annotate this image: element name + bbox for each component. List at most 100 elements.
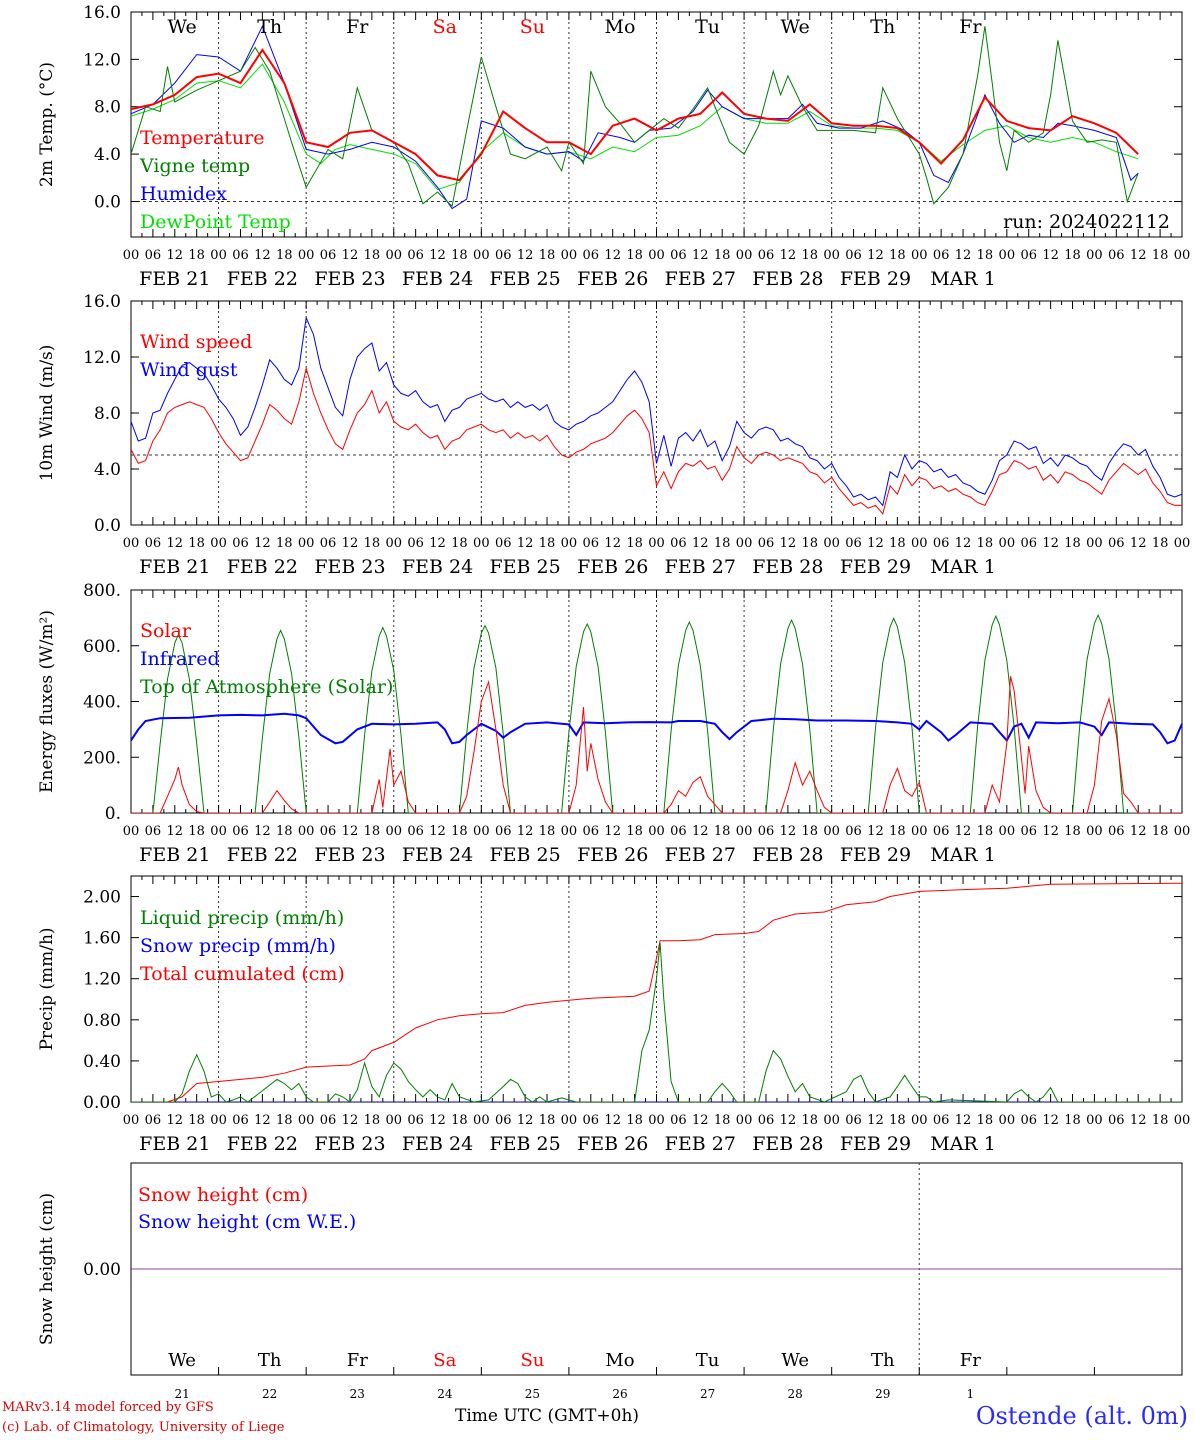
weekday-label: Fr	[346, 16, 369, 38]
y-tick-label: 8.0	[94, 404, 121, 424]
y-tick-label: 800.	[83, 581, 121, 601]
hour-label: 00	[823, 536, 840, 551]
legend-entry: Snow height (cm W.E.)	[138, 1211, 356, 1233]
y-tick-label: 600.	[83, 637, 121, 657]
weekday-label: Mo	[605, 16, 636, 38]
hour-label: 18	[714, 248, 731, 263]
date-label: FEB 27	[665, 268, 736, 290]
legend-entry: Snow height (cm)	[138, 1184, 308, 1206]
hour-label: 12	[604, 824, 621, 839]
hour-label: 06	[670, 824, 687, 839]
hour-label: 12	[1130, 824, 1147, 839]
hour-label: 12	[604, 536, 621, 551]
weekday-label: Su	[520, 16, 545, 38]
date-label: FEB 25	[490, 556, 561, 578]
y-tick-label: 0.0	[94, 192, 121, 212]
date-label: FEB 21	[139, 844, 210, 866]
weekday-label: Su	[520, 1350, 544, 1371]
hour-label: 00	[999, 536, 1016, 551]
y-tick-label: 12.0	[83, 50, 121, 70]
hour-label: 00	[1174, 824, 1191, 839]
weekday-label: Fr	[960, 1350, 981, 1371]
y-tick-label: 12.0	[83, 348, 121, 368]
legend-entry: Wind gust	[140, 359, 238, 381]
weekday-label: Sa	[433, 1350, 456, 1371]
series-line	[131, 24, 1139, 210]
hour-label: 12	[517, 536, 534, 551]
hour-label: 06	[1020, 536, 1037, 551]
hour-label: 00	[385, 536, 402, 551]
y-axis-title: 2m Temp. (°C)	[37, 62, 57, 187]
weekday-label: We	[167, 16, 196, 38]
hour-label: 00	[561, 248, 578, 263]
day-number-label: 28	[788, 1387, 803, 1401]
legend-entry: Infrared	[140, 648, 220, 670]
weekday-label: Tu	[696, 1350, 720, 1371]
hour-label: 00	[736, 536, 753, 551]
hour-label: 18	[977, 1113, 994, 1128]
date-label: MAR 1	[930, 268, 996, 290]
legend-entry: Temperature	[140, 127, 264, 149]
date-label: FEB 22	[227, 844, 298, 866]
hour-label: 12	[167, 1113, 184, 1128]
legend-entry: DewPoint Temp	[140, 211, 291, 233]
hour-label: 06	[1020, 1113, 1037, 1128]
day-number-label: 21	[174, 1387, 189, 1401]
hour-label: 12	[517, 248, 534, 263]
series-line	[131, 712, 1182, 745]
weekday-label: Th	[257, 16, 282, 38]
date-label: FEB 21	[139, 268, 210, 290]
hour-label: 18	[1152, 536, 1169, 551]
hour-label: 00	[648, 248, 665, 263]
hour-label: 06	[407, 248, 424, 263]
hour-label: 12	[780, 824, 797, 839]
hour-label: 12	[692, 536, 709, 551]
series-line	[131, 613, 1182, 813]
hour-label: 18	[977, 824, 994, 839]
hour-label: 06	[845, 824, 862, 839]
legend-entry: Snow precip (mm/h)	[140, 935, 336, 957]
date-label: FEB 23	[314, 268, 385, 290]
hour-label: 06	[1108, 248, 1125, 263]
hour-label: 18	[1152, 248, 1169, 263]
hour-label: 18	[714, 536, 731, 551]
hour-label: 18	[977, 248, 994, 263]
hour-label: 12	[780, 536, 797, 551]
hour-label: 00	[999, 824, 1016, 839]
hour-label: 06	[933, 1113, 950, 1128]
day-number-label: 22	[262, 1387, 277, 1401]
hour-label: 00	[1174, 536, 1191, 551]
hour-label: 12	[692, 824, 709, 839]
date-label: FEB 28	[752, 1133, 823, 1155]
series-line	[131, 26, 1139, 208]
y-tick-label: 400.	[83, 693, 121, 713]
hour-label: 18	[1064, 248, 1081, 263]
weekday-label: Sa	[433, 16, 457, 38]
date-label: FEB 23	[314, 1133, 385, 1155]
hour-label: 18	[626, 824, 643, 839]
y-tick-label: 0.0	[94, 516, 121, 536]
hour-label: 00	[123, 1113, 140, 1128]
hour-label: 00	[736, 1113, 753, 1128]
hour-label: 00	[736, 248, 753, 263]
hour-label: 06	[407, 536, 424, 551]
hour-label: 00	[210, 1113, 227, 1128]
hour-label: 00	[561, 536, 578, 551]
panel-5	[130, 1162, 1183, 1376]
lab-credit: (c) Lab. of Climatology, University of L…	[2, 1420, 285, 1435]
model-credit: MARv3.14 model forced by GFS	[2, 1400, 214, 1415]
series-line	[131, 942, 1182, 1102]
hour-label: 12	[429, 824, 446, 839]
day-number-label: 29	[875, 1387, 890, 1401]
weekday-label: We	[781, 16, 810, 38]
y-tick-label: 200.	[83, 748, 121, 768]
hour-label: 00	[1086, 536, 1103, 551]
hour-label: 00	[298, 824, 315, 839]
series-line	[131, 368, 1182, 515]
station-name: Ostende (alt. 0m)	[975, 1402, 1188, 1430]
hour-label: 18	[276, 1113, 293, 1128]
hour-label: 06	[232, 536, 249, 551]
hour-label: 06	[145, 248, 162, 263]
legend-entry: Solar	[140, 620, 192, 642]
hour-label: 06	[670, 536, 687, 551]
